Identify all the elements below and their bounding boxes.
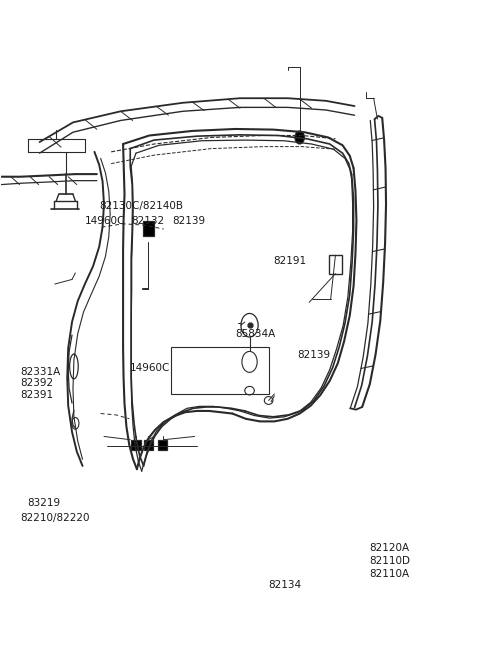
FancyBboxPatch shape — [144, 440, 153, 450]
Text: 14960C: 14960C — [85, 215, 125, 225]
Text: 85834A: 85834A — [235, 328, 276, 339]
Text: 14960C: 14960C — [130, 363, 170, 373]
Text: 82130C/82140B: 82130C/82140B — [99, 201, 183, 211]
Text: 83219: 83219 — [28, 498, 61, 508]
FancyBboxPatch shape — [131, 440, 141, 450]
Text: 82120A: 82120A — [369, 543, 409, 553]
Text: 82391: 82391 — [21, 390, 54, 400]
Text: 82110D: 82110D — [369, 556, 410, 566]
Text: 82392: 82392 — [21, 378, 54, 388]
Text: 82134: 82134 — [269, 580, 302, 590]
Text: 82110A: 82110A — [369, 569, 409, 579]
Text: 82210/82220: 82210/82220 — [21, 513, 90, 523]
Text: 82139: 82139 — [297, 350, 330, 359]
Bar — [171, 347, 269, 394]
Text: 82331A: 82331A — [21, 367, 61, 376]
Text: 82139: 82139 — [172, 215, 205, 225]
Circle shape — [295, 131, 304, 144]
Text: 82132: 82132 — [131, 215, 164, 225]
FancyBboxPatch shape — [158, 440, 168, 450]
FancyBboxPatch shape — [143, 221, 154, 236]
Text: 82191: 82191 — [274, 256, 307, 266]
